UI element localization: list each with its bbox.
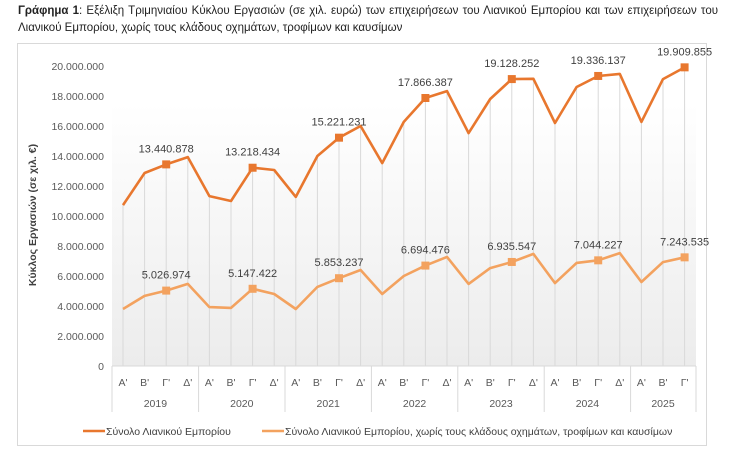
x-year-label: 2023 [489,398,513,410]
data-label: 17.866.387 [398,77,453,89]
x-tick-label: Δ' [615,377,624,389]
x-tick-label: Β' [313,377,322,389]
data-label: 15.221.231 [311,117,366,129]
x-tick-label: Α' [205,377,214,389]
x-tick-label: Β' [140,377,149,389]
x-tick-label: Α' [291,377,300,389]
y-tick-label: 20.000.000 [51,61,104,73]
x-tick-label: Α' [637,377,646,389]
x-year-label: 2019 [144,398,168,410]
y-tick-label: 18.000.000 [51,91,104,103]
data-marker [594,71,603,80]
caption-text: : Εξέλιξη Τριμηνιαίου Κύκλου Εργασιών (σ… [18,5,719,34]
figure-caption: Γράφημα 1: Εξέλιξη Τριμηνιαίου Κύκλου Ερ… [18,3,718,37]
x-tick-label: Γ' [508,377,516,389]
y-tick-label: 12.000.000 [51,181,104,193]
x-tick-label: Α' [118,377,127,389]
x-tick-label: Β' [399,377,408,389]
data-marker [335,274,343,283]
x-tick-label: Δ' [183,377,192,389]
x-tick-label: Β' [658,377,667,389]
data-marker [507,75,516,84]
x-tick-label: Β' [226,377,235,389]
y-tick-label: 2.000.000 [57,331,104,343]
x-tick-label: Γ' [249,377,257,389]
y-tick-label: 6.000.000 [57,271,104,283]
data-marker [248,284,257,293]
data-marker [335,133,343,142]
x-year-label: 2020 [230,398,254,410]
x-tick-label: Δ' [442,377,451,389]
series-line-1 [121,66,686,206]
data-label: 7.044.227 [574,239,623,251]
data-marker [421,261,430,270]
data-label: 19.128.252 [484,58,539,70]
data-label: 5.853.237 [315,257,364,269]
data-label: 19.336.137 [571,55,626,67]
x-tick-label: Α' [550,377,559,389]
legend-label: Σύνολο Λιανικού Εμπορίου [106,426,231,438]
data-marker [248,163,257,172]
x-tick-label: Β' [486,377,495,389]
x-year-label: 2025 [651,398,675,410]
x-tick-label: Β' [572,377,581,389]
x-tick-label: Δ' [270,377,279,389]
data-label: 6.694.476 [401,245,450,257]
y-tick-label: 4.000.000 [57,301,104,313]
data-label: 6.935.547 [487,241,536,253]
y-tick-label: 14.000.000 [51,151,104,163]
data-label: 13.440.878 [139,143,194,155]
x-year-label: 2022 [403,398,427,410]
y-tick-label: 8.000.000 [57,241,104,253]
x-year-label: 2024 [576,398,600,410]
data-label: 13.218.434 [225,147,280,159]
data-label: 5.147.422 [228,268,277,280]
y-tick-label: 0 [98,361,104,373]
data-marker [680,63,689,72]
x-tick-label: Α' [464,377,473,389]
data-marker [421,94,430,103]
y-tick-label: 16.000.000 [51,121,104,133]
legend: Σύνολο Λιανικού Εμπορίου Σύνολο Λιανικού … [83,426,672,438]
data-marker [507,257,516,266]
data-label: 19.909.855 [657,46,712,58]
caption-label: Γράφημα 1 [18,5,80,17]
data-marker [162,160,171,169]
x-tick-label: Δ' [529,377,538,389]
legend-label: Σύνολο Λιανικού Εμπορίου, χωρίς τους κλά… [285,426,672,438]
x-tick-label: Γ' [594,377,602,389]
x-tick-label: Γ' [422,377,430,389]
y-tick-label: 10.000.000 [51,211,104,223]
x-year-label: 2021 [317,398,341,410]
data-marker [162,286,171,295]
y-axis-label: Κύκλος Εργασιών (σε χιλ. €) [27,144,39,286]
x-tick-label: Α' [378,377,387,389]
data-marker [594,256,603,265]
data-label: 5.026.974 [142,270,191,282]
data-label: 7.243.535 [660,236,709,248]
data-marker [680,253,689,262]
x-tick-label: Δ' [356,377,365,389]
x-tick-label: Γ' [162,377,170,389]
x-tick-label: Γ' [681,377,689,389]
x-tick-label: Γ' [335,377,343,389]
